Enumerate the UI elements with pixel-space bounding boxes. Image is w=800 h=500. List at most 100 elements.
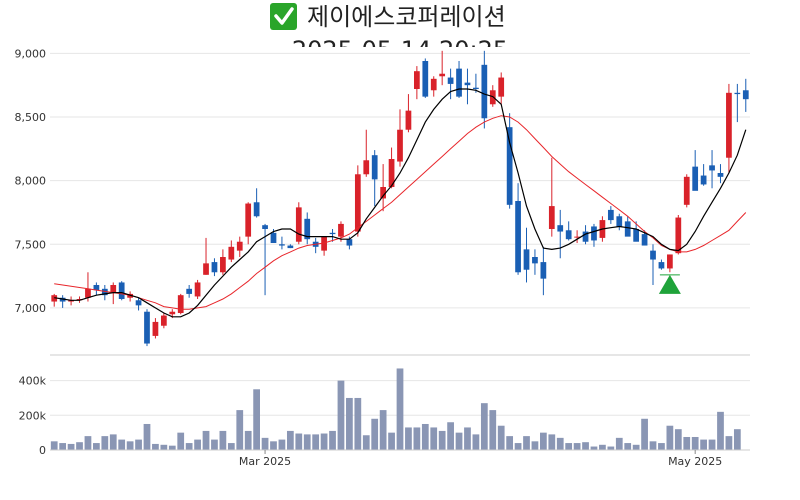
candle <box>709 150 715 189</box>
candlestick-series <box>51 50 749 347</box>
candle <box>371 150 378 207</box>
candle <box>68 296 74 306</box>
candle <box>211 258 218 277</box>
volume-bar <box>185 443 193 450</box>
candle <box>135 297 142 311</box>
volume-bar <box>413 427 421 450</box>
volume-bar <box>497 425 505 450</box>
candle-body <box>363 160 370 175</box>
candle <box>742 78 749 112</box>
volume-bar <box>733 429 741 450</box>
candle-body <box>692 166 699 191</box>
candle-body <box>59 297 66 302</box>
volume-y-tick-label: 400k <box>19 375 47 388</box>
candle-body <box>144 311 150 344</box>
candle-body <box>354 174 361 232</box>
candle-body <box>85 288 91 298</box>
candle <box>548 157 555 237</box>
volume-bar <box>480 403 488 450</box>
candle-body <box>473 87 479 89</box>
volume-bar <box>430 427 438 450</box>
candle-body <box>388 159 395 187</box>
volume-y-tick-label: 200k <box>19 409 47 422</box>
volume-bar <box>674 429 682 450</box>
volume-bar <box>320 433 328 450</box>
volume-bar <box>59 443 67 450</box>
volume-bar <box>379 410 387 450</box>
volume-bar <box>202 430 210 450</box>
candle <box>287 244 294 249</box>
candle <box>540 246 547 296</box>
candle <box>650 244 656 285</box>
x-tick-label: May 2025 <box>668 455 722 468</box>
candle-body <box>338 223 344 237</box>
company-name: 제이에스코퍼레이션 <box>307 3 506 31</box>
volume-bar <box>329 430 336 450</box>
candle-body <box>658 262 665 269</box>
candle-body <box>616 216 623 227</box>
buy-signal-marker <box>658 274 681 294</box>
volume-bar <box>227 443 235 450</box>
candle <box>304 212 311 245</box>
candle-body <box>262 225 268 229</box>
candle <box>523 227 530 283</box>
candle <box>321 236 327 256</box>
volume-bar <box>354 397 362 450</box>
volume-bar <box>599 444 606 450</box>
candle-body <box>726 92 732 158</box>
candle-body <box>194 282 201 297</box>
volume-bar <box>548 434 556 450</box>
volume-bar <box>194 439 201 450</box>
candle-body <box>279 244 285 246</box>
candle-body <box>228 246 235 260</box>
volume-bar <box>540 432 547 450</box>
candle-body <box>203 263 209 275</box>
candle <box>388 147 395 189</box>
candle <box>565 221 572 241</box>
candle <box>51 293 58 307</box>
candle-body <box>76 299 83 301</box>
candle-body <box>548 206 555 229</box>
candle-body <box>675 217 682 254</box>
volume-bar <box>371 418 379 450</box>
candle <box>186 285 193 298</box>
volume-bar <box>514 443 522 450</box>
volume-bar <box>388 432 395 450</box>
candle-body <box>532 257 538 264</box>
candle <box>658 259 665 270</box>
candle <box>473 73 479 93</box>
candle-body <box>591 226 597 241</box>
candle <box>422 58 429 98</box>
candle-body <box>481 64 488 119</box>
volume-bar <box>135 439 142 450</box>
candle-body <box>110 285 117 293</box>
candle-body <box>540 262 547 279</box>
volume-bar <box>286 430 294 450</box>
candle-body <box>160 315 167 326</box>
volume-bar <box>573 443 581 450</box>
candle-body <box>295 207 302 242</box>
candle-body <box>101 288 108 296</box>
candle <box>574 230 580 243</box>
volume-bar <box>717 411 724 450</box>
candle <box>591 223 597 247</box>
candle <box>144 309 150 347</box>
moving-average-short-line <box>54 88 747 318</box>
candle <box>177 293 184 315</box>
candle <box>506 113 513 209</box>
candle-body <box>633 229 640 242</box>
price-gridlines <box>50 52 750 309</box>
volume-bar <box>506 436 514 450</box>
price-y-tick-label: 7,000 <box>15 302 47 315</box>
candle <box>726 83 732 173</box>
candle-body <box>414 71 420 89</box>
candle-body <box>397 129 403 162</box>
candle <box>481 50 488 129</box>
volume-bar <box>168 445 176 450</box>
volume-bar <box>211 439 218 450</box>
volume-bar <box>143 423 151 450</box>
candle-body <box>93 285 100 291</box>
candle-body <box>118 282 125 299</box>
check-mark-icon <box>270 3 297 30</box>
